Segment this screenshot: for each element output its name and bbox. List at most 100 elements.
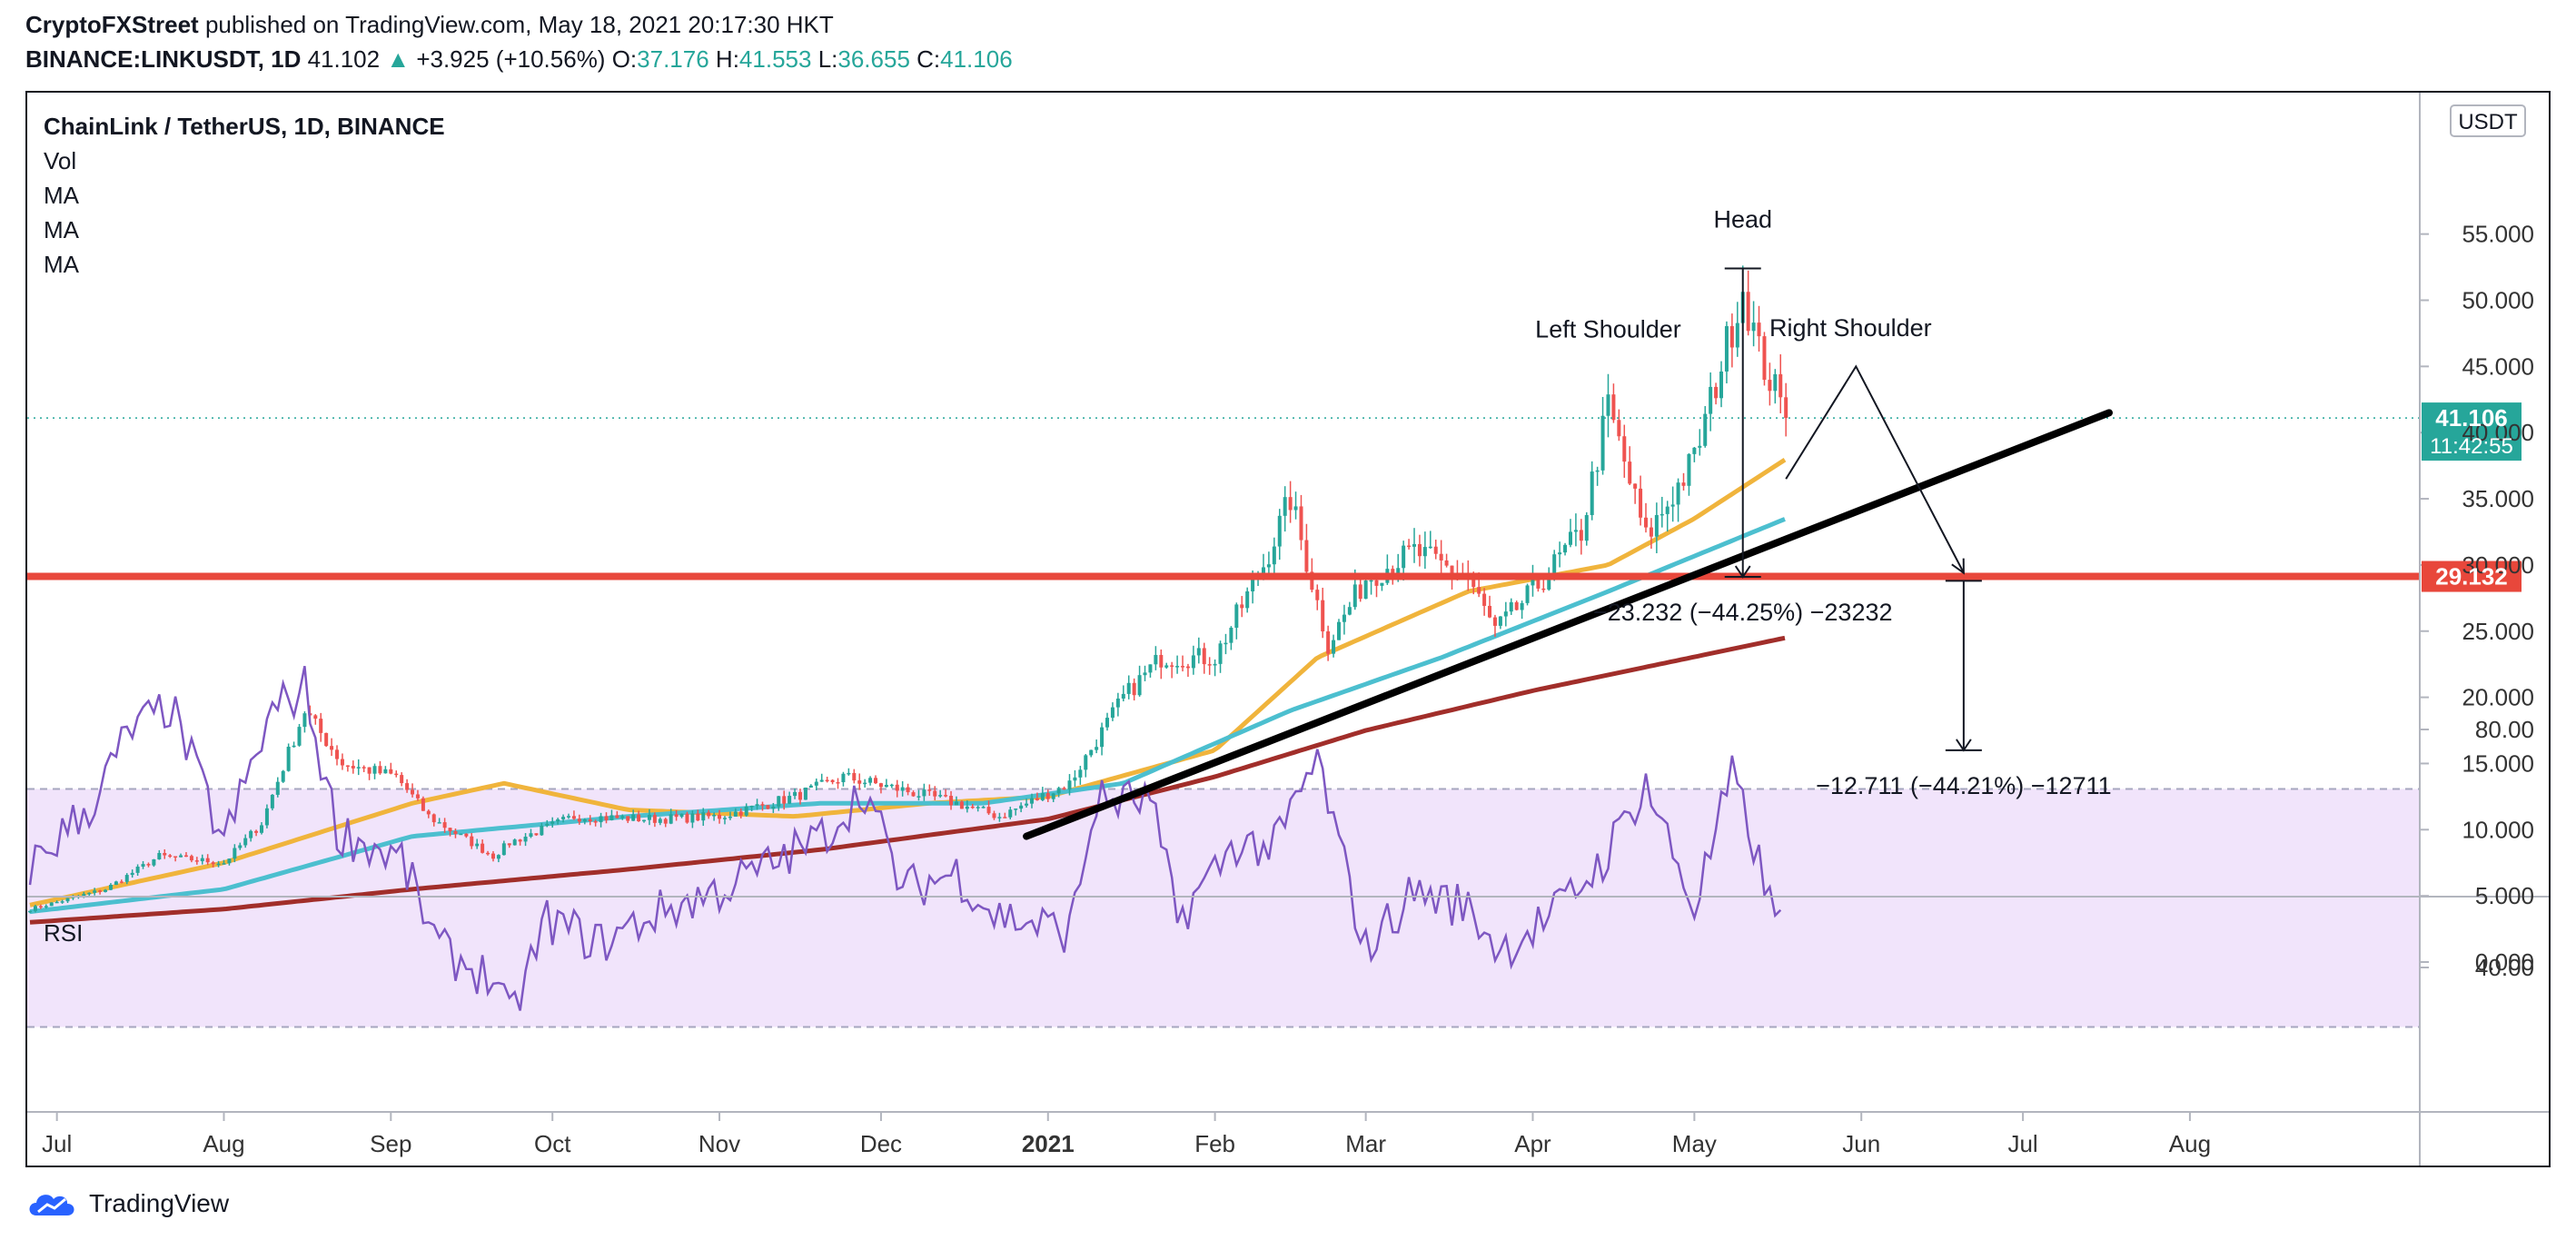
candle-body: [1148, 664, 1153, 673]
candle-body: [319, 719, 323, 733]
candle-body: [900, 787, 905, 791]
rsi-line: [28, 665, 1782, 1011]
candle-body: [1391, 569, 1395, 575]
candle-body: [270, 794, 274, 809]
candle-body: [93, 890, 97, 893]
ohlc-low-label: L:: [817, 45, 838, 73]
time-tick-label: Nov: [698, 1130, 740, 1157]
candle-body: [814, 781, 818, 786]
price-tick-label: 35.000: [2462, 485, 2534, 512]
candle-body: [1450, 565, 1454, 575]
tradingview-footer[interactable]: TradingView: [25, 1188, 229, 1219]
candle-body: [609, 815, 614, 820]
candle-body: [1019, 805, 1024, 809]
projection-path[interactable]: [1785, 364, 1965, 574]
candle-body: [411, 789, 415, 795]
currency-badge[interactable]: [2450, 104, 2526, 137]
candle-body: [782, 796, 787, 804]
candle-body: [582, 818, 587, 822]
candle-body: [442, 822, 447, 828]
head-measure-arrowhead: [1734, 565, 1751, 579]
candle-body: [631, 814, 636, 821]
candle-body: [1062, 788, 1066, 790]
candle-body: [647, 815, 651, 820]
candle-body: [1654, 514, 1659, 537]
symbol-name: BINANCE:LINKUSDT, 1D: [25, 45, 302, 73]
candle-body: [426, 810, 431, 815]
candle-body: [1724, 326, 1729, 372]
chart-frame[interactable]: 0.000 5.000 10.000 15.000 20.000 25.000 30.000…: [25, 91, 2551, 1167]
candle-body: [1488, 605, 1492, 618]
candle-body: [470, 836, 474, 847]
candle-body: [884, 784, 888, 788]
candle-body: [986, 807, 991, 814]
candle-body: [604, 816, 609, 820]
candle-body: [501, 843, 506, 856]
candle-body: [766, 805, 770, 809]
publish-date: published on TradingView.com, May 18, 20…: [204, 11, 834, 38]
candle-body: [1229, 628, 1234, 643]
candle-body: [297, 727, 302, 746]
candle-body: [863, 782, 867, 785]
candle-body: [1692, 447, 1697, 454]
candle-body: [1735, 322, 1739, 348]
candle-body: [976, 807, 980, 809]
candle-body: [701, 812, 706, 821]
candle-body: [1251, 578, 1255, 591]
price-chart[interactable]: 0.000 5.000 10.000 15.000 20.000 25.000 30.000…: [27, 93, 2549, 1166]
candle-body: [658, 818, 662, 823]
candle-body: [1698, 445, 1702, 448]
candle-body: [545, 823, 550, 826]
price-tick-label: 10.000: [2462, 816, 2534, 843]
candle-body: [777, 796, 781, 807]
candle-body: [1670, 504, 1675, 507]
candle-body: [1293, 506, 1298, 511]
candle-body: [599, 816, 603, 823]
candle-body: [173, 856, 178, 858]
candle-body: [615, 815, 619, 818]
candle-body: [1095, 747, 1099, 750]
candle-body: [65, 898, 70, 902]
candle-body: [119, 881, 124, 883]
candle-body: [286, 747, 291, 771]
candle-body: [819, 779, 824, 782]
pattern-annotation: −12.711 (−44.21%) −12711: [1816, 772, 2112, 799]
candle-body: [1719, 371, 1724, 399]
publisher-name[interactable]: CryptoFXStreet: [25, 11, 199, 38]
trendline[interactable]: [1023, 409, 2113, 840]
candle-body: [1035, 798, 1039, 800]
candle-body: [518, 839, 522, 842]
time-tick-label: Feb: [1194, 1130, 1235, 1157]
candle-body: [1110, 707, 1115, 719]
candle-body: [1105, 718, 1109, 728]
candle-body: [1234, 604, 1239, 629]
candle-body: [852, 772, 857, 781]
candle-body: [1784, 397, 1788, 419]
candle-body: [1089, 749, 1094, 756]
pattern-annotation: Left Shoulder: [1535, 315, 1681, 342]
change-arrow-icon: ▲: [386, 45, 411, 73]
tradingview-brand[interactable]: TradingView: [89, 1189, 230, 1217]
candle-body: [1422, 547, 1427, 557]
candle-body: [1492, 617, 1497, 626]
candle-body: [889, 784, 894, 787]
candle-body: [1778, 373, 1783, 398]
candle-body: [1536, 579, 1541, 589]
candle-body: [1417, 543, 1422, 557]
pattern-annotation: Head: [1713, 205, 1772, 233]
candle-body: [1336, 621, 1341, 640]
candle-body: [356, 767, 361, 769]
candle-body: [49, 902, 54, 907]
candle-body: [168, 855, 173, 858]
candle-body: [157, 852, 162, 859]
candle-body: [550, 821, 555, 824]
candle-body: [1084, 755, 1088, 770]
candle-body: [216, 863, 221, 866]
candle-body: [292, 745, 296, 748]
candle-body: [620, 816, 625, 818]
candle-body: [1681, 482, 1686, 486]
candle-body: [243, 838, 248, 846]
time-tick-label: Mar: [1345, 1130, 1386, 1157]
candle-body: [561, 817, 566, 819]
candle-body: [33, 906, 37, 911]
